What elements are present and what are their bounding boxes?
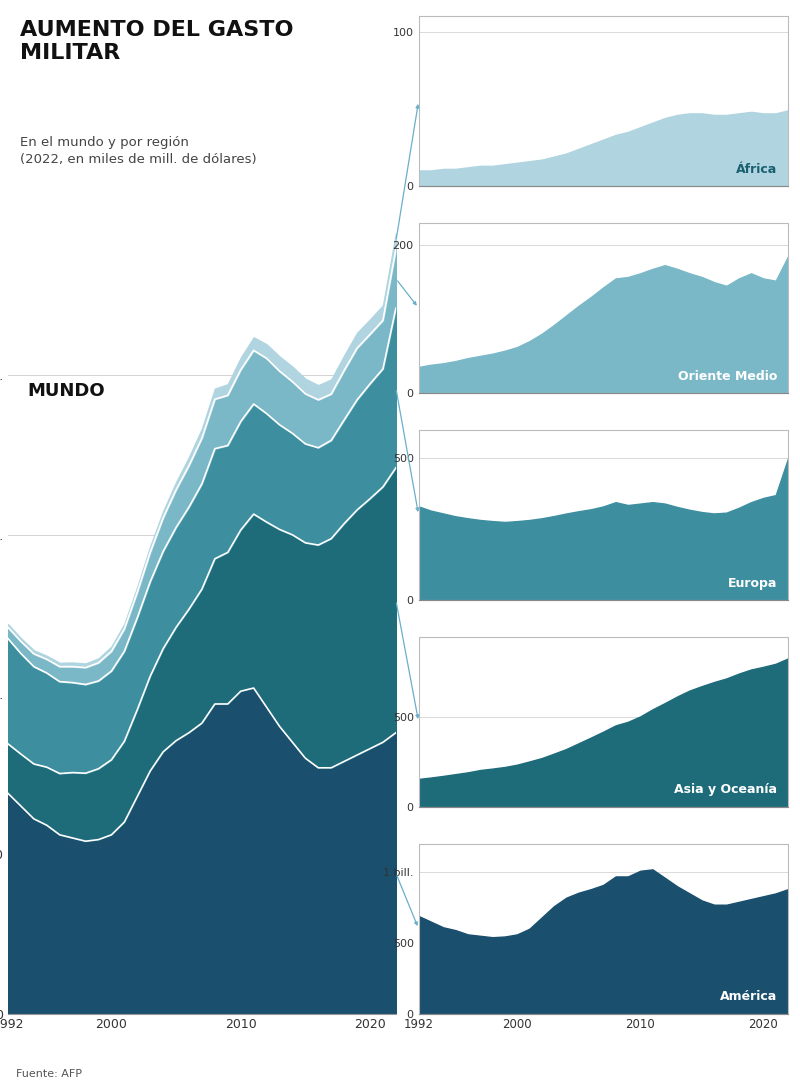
Bar <box>418 844 788 1014</box>
Text: MUNDO: MUNDO <box>27 383 105 400</box>
Bar <box>418 223 788 392</box>
Bar <box>418 16 788 185</box>
Text: En el mundo y por región
(2022, en miles de mill. de dólares): En el mundo y por región (2022, en miles… <box>20 136 256 166</box>
Text: Asia y Oceanía: Asia y Oceanía <box>674 784 777 797</box>
Text: AUMENTO DEL GASTO
MILITAR: AUMENTO DEL GASTO MILITAR <box>20 21 293 63</box>
Text: Oriente Medio: Oriente Medio <box>678 370 777 383</box>
Bar <box>418 637 788 806</box>
Text: África: África <box>736 163 777 176</box>
Text: Europa: Europa <box>727 577 777 590</box>
Bar <box>418 430 788 599</box>
Text: Fuente: AFP: Fuente: AFP <box>16 1069 82 1079</box>
Text: América: América <box>720 991 777 1004</box>
